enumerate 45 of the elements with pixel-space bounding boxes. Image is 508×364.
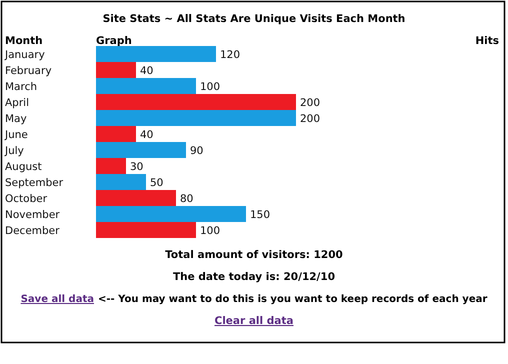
y-tick-label: March — [5, 81, 38, 93]
y-tick-label: April — [5, 97, 29, 109]
y-tick-label: October — [5, 193, 48, 205]
y-tick-label: August — [5, 161, 42, 173]
text: The date today is: 20/12/10 — [172, 271, 336, 283]
bar — [96, 222, 196, 238]
data-label: 100 — [200, 81, 220, 93]
data-label: 80 — [180, 193, 194, 205]
data-label: 200 — [300, 97, 320, 109]
bar — [96, 206, 246, 222]
text: Save all data — [20, 294, 94, 305]
data-label: 30 — [130, 161, 144, 173]
data-label: 150 — [250, 209, 270, 221]
data-label: 100 — [200, 225, 220, 237]
chart-title: Site Stats ~ All Stats Are Unique Visits Each Month — [102, 13, 406, 25]
bar — [96, 190, 176, 206]
bar — [96, 126, 136, 142]
y-tick-label: May — [5, 113, 27, 125]
bar — [96, 94, 296, 110]
y-tick-label: December — [5, 225, 60, 237]
data-label: 90 — [190, 145, 204, 157]
bar — [96, 142, 186, 158]
data-label: 40 — [140, 65, 154, 77]
y-tick-label: July — [4, 145, 24, 157]
data-label: 120 — [220, 49, 240, 61]
y-tick-label: September — [5, 177, 64, 189]
bar — [96, 158, 126, 174]
bar — [96, 110, 296, 126]
bar — [96, 174, 146, 190]
text: Hits — [475, 35, 499, 47]
y-tick-label: June — [4, 129, 28, 141]
bar — [96, 62, 136, 78]
y-tick-label: November — [5, 209, 60, 221]
text: Clear all data — [214, 315, 294, 327]
text: <-- You may want to do this is you want to keep records of each year — [98, 294, 488, 305]
data-label: 50 — [150, 177, 164, 189]
data-label: 40 — [140, 129, 154, 141]
x-axis-title: Graph — [96, 35, 132, 47]
data-label: 200 — [300, 113, 320, 125]
y-tick-label: January — [4, 49, 45, 61]
y-tick-label: February — [5, 65, 52, 77]
bar — [96, 46, 216, 62]
text: Total amount of visitors: 1200 — [165, 249, 343, 261]
y-axis-title: Month — [5, 35, 43, 47]
bar — [96, 78, 196, 94]
